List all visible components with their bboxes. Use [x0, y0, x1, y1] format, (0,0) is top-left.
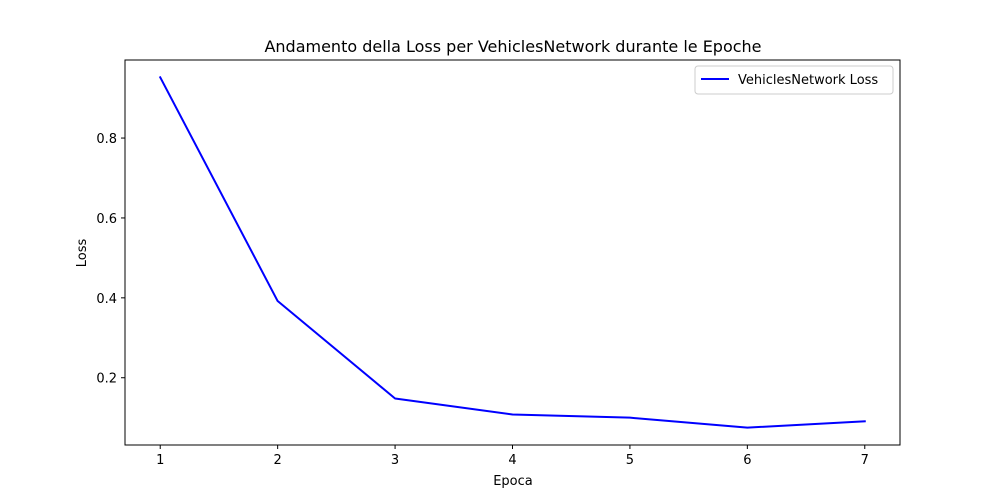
plot-area: 1 2 3 4 5 6 7 0.2 0.4 0.6 0.8	[96, 59, 901, 468]
plot-frame	[124, 59, 901, 446]
chart-title: Andamento della Loss per VehiclesNetwork…	[264, 37, 761, 56]
series-group	[158, 75, 866, 429]
y-tick-label: 0.2	[96, 372, 117, 387]
series-line-vehiclesnetwork-loss	[158, 75, 866, 429]
x-tick-label: 3	[391, 453, 399, 468]
x-tick-label: 5	[626, 453, 634, 468]
y-axis-label: Loss	[75, 239, 90, 268]
x-tick-label: 1	[156, 453, 164, 468]
legend-frame	[694, 65, 894, 95]
x-axis-ticks: 1 2 3 4 5 6 7	[156, 445, 869, 468]
x-tick-label: 6	[743, 453, 751, 468]
x-tick-label: 7	[861, 453, 869, 468]
legend: VehiclesNetwork Loss	[694, 65, 894, 95]
x-tick-label: 2	[274, 453, 282, 468]
y-tick-label: 0.4	[96, 292, 117, 307]
y-axis-ticks: 0.2 0.4 0.6 0.8	[96, 132, 125, 387]
y-tick-label: 0.6	[96, 212, 117, 227]
x-tick-label: 4	[508, 453, 516, 468]
x-axis-label: Epoca	[493, 474, 533, 489]
legend-label-vehiclesnetwork-loss: VehiclesNetwork Loss	[738, 73, 878, 88]
y-tick-label: 0.8	[96, 132, 117, 147]
